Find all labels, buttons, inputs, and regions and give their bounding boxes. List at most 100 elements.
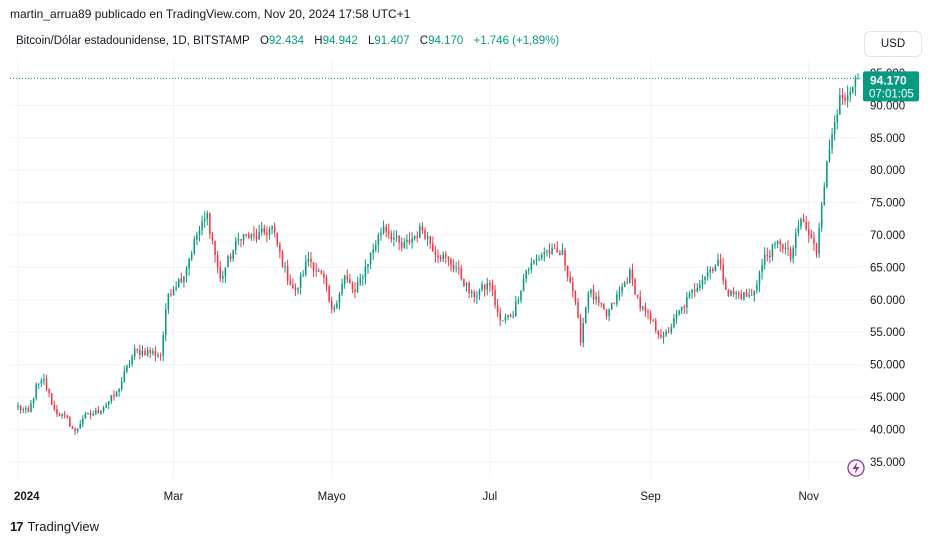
candle — [525, 269, 527, 283]
y-tick-label: 40.000 — [870, 424, 905, 436]
candle-body — [787, 247, 789, 249]
candle-body — [416, 236, 419, 238]
y-tick-label: 75.000 — [870, 198, 905, 210]
candle-body — [530, 262, 533, 270]
candle — [504, 313, 507, 324]
candle-body — [45, 378, 48, 390]
candle — [66, 414, 69, 419]
candle — [652, 318, 654, 322]
candle — [597, 290, 600, 307]
candle-body — [421, 226, 424, 231]
candle — [636, 294, 639, 299]
candle-body — [102, 407, 105, 412]
candle-body — [756, 284, 758, 291]
candle — [354, 282, 356, 299]
candle — [406, 234, 408, 250]
candle — [582, 317, 584, 348]
candle-body — [727, 289, 730, 296]
candle-body — [574, 291, 577, 303]
candle — [732, 287, 735, 297]
candle — [349, 273, 351, 284]
candle — [211, 231, 214, 245]
last-price-tag — [863, 71, 919, 102]
candle-body — [341, 283, 343, 294]
brand-name: TradingView — [27, 519, 100, 534]
candle — [50, 392, 53, 405]
candle — [312, 262, 315, 278]
candle-body — [603, 303, 605, 310]
candle-body — [644, 306, 647, 312]
candle-body — [693, 289, 696, 292]
candle-body — [522, 279, 525, 292]
candle — [346, 269, 349, 283]
candle-body — [377, 235, 380, 246]
candle-body — [665, 331, 667, 336]
symbol-name[interactable]: Bitcoin/Dólar estadounidense, 1D, BITSTA… — [16, 35, 250, 47]
low-value: 91.407 — [374, 35, 410, 47]
change-value: +1.746 (+1,89%) — [473, 35, 560, 47]
candle-body — [123, 371, 126, 382]
candle-body — [154, 351, 157, 356]
candle-body — [561, 250, 564, 256]
candle-body — [338, 293, 341, 304]
candle-body — [771, 244, 774, 258]
candle — [515, 295, 517, 317]
y-tick-label: 90.000 — [870, 100, 905, 112]
candle — [647, 308, 649, 320]
candle-body — [660, 334, 662, 338]
candle-body — [297, 288, 299, 291]
candle-body — [172, 289, 175, 295]
candle-body — [100, 411, 102, 414]
candle — [445, 251, 447, 264]
candle — [657, 330, 660, 340]
candle-body — [683, 306, 686, 308]
candle — [709, 266, 711, 280]
candle — [476, 291, 478, 305]
candle — [852, 86, 854, 95]
candle — [527, 267, 530, 275]
countdown-label: 07:01:05 — [869, 88, 914, 100]
candle — [831, 128, 833, 154]
candle — [712, 267, 714, 274]
candle-body — [784, 247, 787, 249]
candle — [730, 289, 732, 297]
candle — [450, 257, 452, 272]
candle — [807, 221, 810, 243]
candle — [237, 232, 240, 246]
candle — [63, 411, 66, 419]
candle — [499, 307, 501, 327]
candle-body — [266, 232, 268, 235]
currency-button[interactable]: USD — [864, 31, 922, 57]
candle-body — [237, 238, 240, 241]
candle-body — [19, 405, 22, 410]
candle — [113, 390, 115, 401]
candle — [196, 231, 198, 246]
candle-body — [691, 289, 693, 294]
candle — [828, 139, 831, 163]
candle-body — [527, 269, 530, 272]
candle-body — [813, 238, 815, 244]
candle — [704, 276, 706, 285]
candle — [797, 219, 800, 237]
candle — [193, 235, 196, 256]
candle-body — [330, 301, 333, 310]
candle-body — [706, 272, 709, 277]
candle — [813, 231, 815, 251]
candle — [323, 270, 325, 284]
candle-body — [481, 284, 483, 291]
candle — [491, 279, 494, 297]
candle — [133, 344, 136, 360]
candle-body — [268, 229, 271, 235]
candle-body — [753, 290, 756, 296]
candle — [543, 247, 546, 262]
candle-body — [592, 289, 595, 300]
candle — [325, 274, 328, 292]
candle-body — [305, 261, 307, 275]
price-chart[interactable]: 35.000 40.000 45.000 50.000 55.000 60.000 65.0… — [0, 60, 937, 515]
candle — [317, 268, 320, 273]
candle — [263, 224, 266, 236]
candle-body — [717, 259, 719, 266]
candle-body — [714, 265, 717, 272]
candle-body — [289, 280, 291, 285]
candle — [273, 222, 276, 238]
